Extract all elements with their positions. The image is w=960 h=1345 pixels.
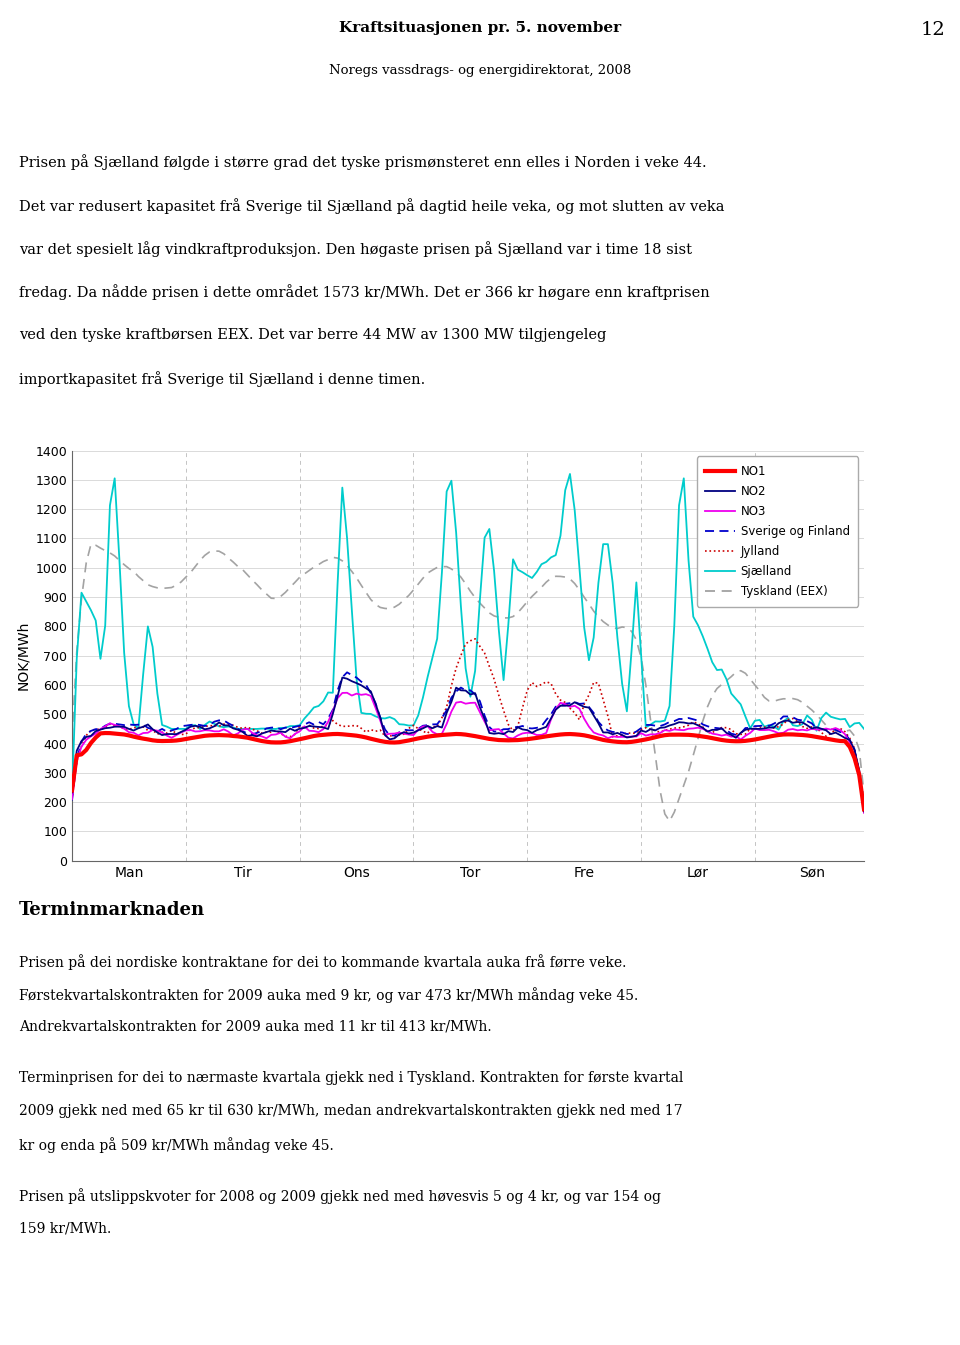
Text: Førstekvartalskontrakten for 2009 auka med 9 kr, og var 473 kr/MWh måndag veke 4: Førstekvartalskontrakten for 2009 auka m… [19, 987, 638, 1003]
Text: kr og enda på 509 kr/MWh måndag veke 45.: kr og enda på 509 kr/MWh måndag veke 45. [19, 1137, 334, 1153]
Text: 159 kr/MWh.: 159 kr/MWh. [19, 1221, 111, 1235]
Text: Terminmarknaden: Terminmarknaden [19, 901, 205, 920]
Text: Andrekvartalskontrakten for 2009 auka med 11 kr til 413 kr/MWh.: Andrekvartalskontrakten for 2009 auka me… [19, 1020, 492, 1034]
Text: Kraftsituasjonen pr. 5. november: Kraftsituasjonen pr. 5. november [339, 22, 621, 35]
Text: fredag. Da nådde prisen i dette området 1573 kr/MWh. Det er 366 kr høgare enn kr: fredag. Da nådde prisen i dette området … [19, 285, 710, 300]
Text: importkapasitet frå Sverige til Sjælland i denne timen.: importkapasitet frå Sverige til Sjælland… [19, 371, 425, 387]
Text: 12: 12 [921, 22, 946, 39]
Text: Noregs vassdrags- og energidirektorat, 2008: Noregs vassdrags- og energidirektorat, 2… [329, 63, 631, 77]
Text: ved den tyske kraftbørsen EEX. Det var berre 44 MW av 1300 MW tilgjengeleg: ved den tyske kraftbørsen EEX. Det var b… [19, 328, 607, 342]
Text: Prisen på utslippskvoter for 2008 og 2009 gjekk ned med høvesvis 5 og 4 kr, og v: Prisen på utslippskvoter for 2008 og 200… [19, 1188, 661, 1204]
Text: Prisen på dei nordiske kontraktane for dei to kommande kvartala auka frå førre v: Prisen på dei nordiske kontraktane for d… [19, 954, 627, 970]
Text: Terminprisen for dei to nærmaste kvartala gjekk ned i Tyskland. Kontrakten for f: Terminprisen for dei to nærmaste kvartal… [19, 1071, 684, 1085]
Text: 2009 gjekk ned med 65 kr til 630 kr/MWh, medan andrekvartalskontrakten gjekk ned: 2009 gjekk ned med 65 kr til 630 kr/MWh,… [19, 1104, 683, 1118]
Y-axis label: NOK/MWh: NOK/MWh [15, 621, 30, 690]
Text: var det spesielt låg vindkraftproduksjon. Den høgaste prisen på Sjælland var i t: var det spesielt låg vindkraftproduksjon… [19, 241, 692, 257]
Text: Det var redusert kapasitet frå Sverige til Sjælland på dagtid heile veka, og mot: Det var redusert kapasitet frå Sverige t… [19, 198, 725, 214]
Text: Prisen på Sjælland følgde i større grad det tyske prismønsteret enn elles i Nord: Prisen på Sjælland følgde i større grad … [19, 155, 707, 169]
Legend: NO1, NO2, NO3, Sverige og Finland, Jylland, Sjælland, Tyskland (EEX): NO1, NO2, NO3, Sverige og Finland, Jylla… [697, 456, 858, 607]
